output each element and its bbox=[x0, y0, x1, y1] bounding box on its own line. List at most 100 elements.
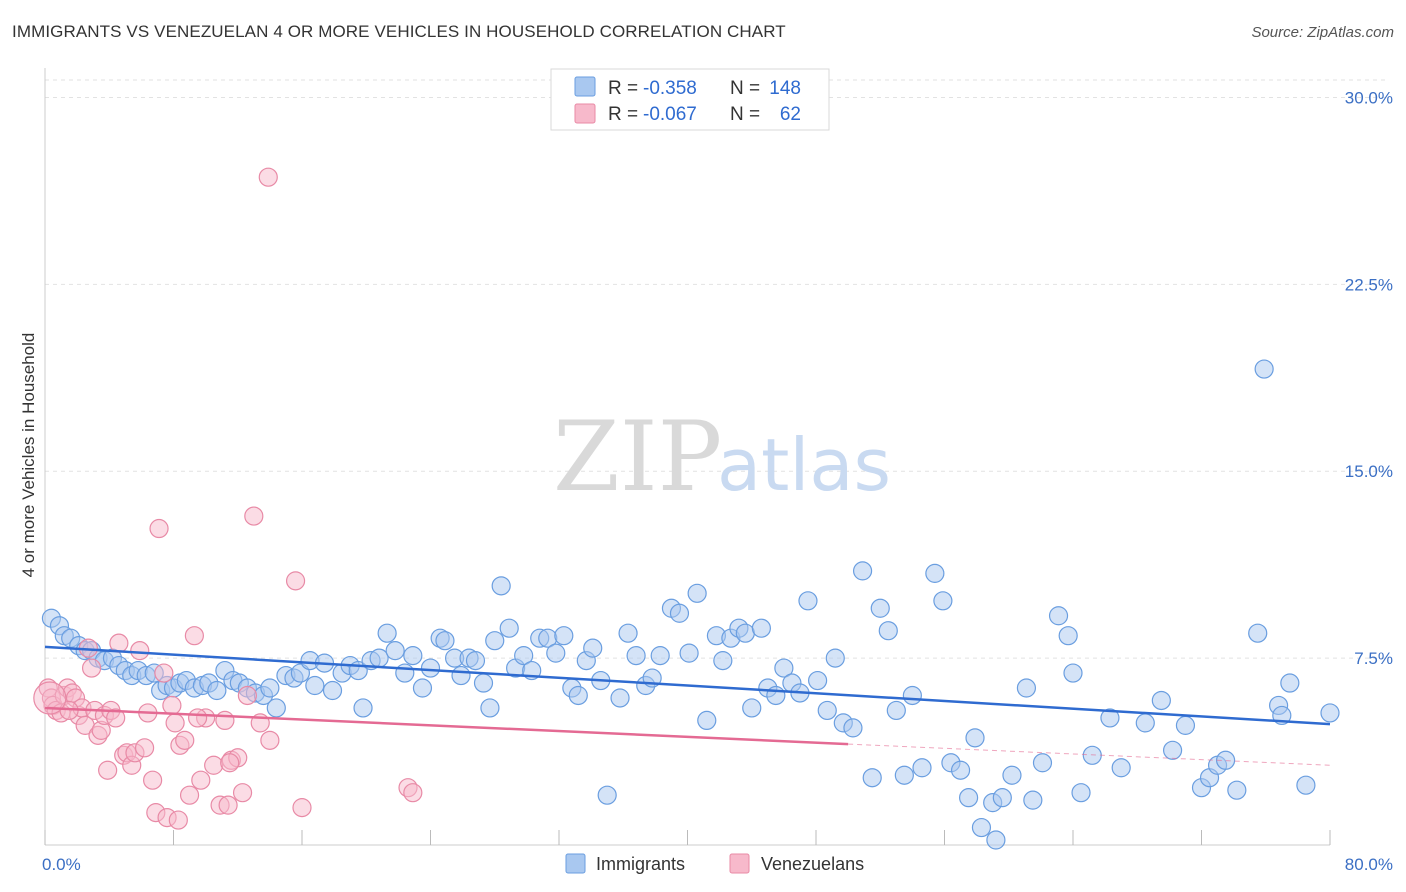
y-tick-label: 15.0% bbox=[1345, 462, 1393, 481]
y-tick-labels: 7.5% 15.0% 22.5% 30.0% bbox=[1345, 88, 1393, 668]
data-point bbox=[420, 658, 441, 678]
data-point bbox=[258, 167, 278, 187]
data-point bbox=[1215, 750, 1236, 770]
y-tick-label: 30.0% bbox=[1345, 88, 1393, 107]
data-point bbox=[958, 788, 979, 808]
data-point bbox=[220, 753, 240, 773]
data-point bbox=[1320, 703, 1340, 723]
data-point bbox=[626, 646, 646, 666]
data-point bbox=[925, 563, 945, 583]
data-point bbox=[597, 785, 617, 805]
data-point bbox=[1254, 359, 1274, 379]
data-point bbox=[218, 795, 238, 815]
data-point bbox=[244, 506, 264, 526]
data-point bbox=[862, 768, 882, 788]
data-point bbox=[412, 678, 433, 698]
x-tick-labels: 0.0% 80.0% bbox=[42, 855, 1393, 874]
data-point bbox=[353, 698, 373, 718]
watermark: ZIP atlas bbox=[553, 401, 891, 513]
data-point bbox=[1100, 708, 1120, 728]
data-point bbox=[106, 708, 126, 728]
data-point bbox=[902, 685, 922, 706]
legend-r-value: -0.067 bbox=[643, 104, 697, 125]
data-point bbox=[514, 646, 534, 666]
legend-label-immigrants: Immigrants bbox=[596, 854, 685, 874]
legend-swatch-immigrants bbox=[574, 76, 596, 97]
legend-label-venezuelans: Venezuelans bbox=[761, 854, 864, 874]
data-point bbox=[878, 621, 898, 641]
legend-r-label: R = bbox=[608, 104, 638, 125]
grid-lines bbox=[45, 79, 1385, 659]
data-point bbox=[1151, 690, 1171, 711]
legend-r-value: -0.358 bbox=[643, 78, 697, 99]
data-point bbox=[1135, 713, 1155, 733]
data-point bbox=[485, 631, 505, 651]
data-point bbox=[679, 643, 699, 663]
data-point bbox=[1032, 753, 1053, 773]
legend-row-venezuelans: R = -0.067 N = 62 bbox=[574, 103, 801, 125]
data-point bbox=[774, 658, 794, 678]
data-point bbox=[266, 698, 286, 718]
data-point bbox=[886, 700, 906, 721]
data-point bbox=[1063, 663, 1083, 683]
x-tick-label: 80.0% bbox=[1345, 855, 1393, 874]
data-point bbox=[1175, 715, 1196, 735]
data-point bbox=[1227, 780, 1247, 800]
data-point bbox=[713, 651, 733, 671]
data-point bbox=[808, 670, 828, 691]
data-point bbox=[1280, 673, 1300, 693]
data-point bbox=[322, 680, 343, 701]
data-point bbox=[204, 755, 224, 775]
data-point bbox=[546, 643, 566, 663]
data-point bbox=[583, 638, 603, 658]
data-point bbox=[499, 618, 519, 638]
data-point bbox=[1111, 758, 1131, 778]
trend-lines bbox=[44, 645, 1331, 766]
data-point bbox=[687, 583, 707, 603]
data-point bbox=[697, 710, 717, 731]
data-point bbox=[1071, 783, 1091, 803]
data-point-cluster bbox=[33, 681, 67, 715]
data-point bbox=[1162, 740, 1183, 760]
data-point bbox=[650, 646, 670, 666]
data-point bbox=[491, 576, 511, 596]
data-point bbox=[669, 603, 690, 623]
data-point bbox=[175, 730, 195, 750]
data-point bbox=[825, 648, 845, 668]
data-point bbox=[817, 700, 837, 721]
data-point bbox=[385, 641, 405, 661]
data-point bbox=[618, 623, 638, 643]
data-point bbox=[191, 770, 211, 790]
trend-line-immigrants bbox=[44, 645, 1331, 726]
data-point bbox=[1048, 606, 1069, 626]
data-point bbox=[912, 758, 932, 778]
data-point bbox=[950, 760, 971, 780]
data-point bbox=[81, 658, 102, 678]
data-point bbox=[369, 648, 389, 668]
y-axis-label: 4 or more Vehicles in Household bbox=[19, 333, 38, 578]
data-point bbox=[751, 618, 771, 638]
data-point bbox=[184, 626, 204, 646]
legend-box bbox=[550, 68, 830, 131]
data-point bbox=[154, 663, 174, 683]
data-point bbox=[933, 591, 953, 611]
data-point bbox=[971, 817, 992, 838]
y-tick-label: 7.5% bbox=[1354, 649, 1393, 668]
data-point bbox=[149, 518, 169, 539]
data-point bbox=[992, 788, 1012, 808]
data-point bbox=[451, 665, 471, 686]
legend-swatch-venezuelans bbox=[729, 853, 750, 874]
data-point bbox=[260, 678, 280, 698]
data-point bbox=[480, 698, 500, 718]
data-point bbox=[187, 708, 208, 728]
data-point bbox=[130, 641, 150, 661]
data-point bbox=[1002, 765, 1022, 785]
watermark-atlas: atlas bbox=[717, 423, 891, 507]
series-venezuelans bbox=[38, 167, 423, 830]
data-point bbox=[986, 830, 1006, 850]
data-point bbox=[894, 765, 914, 785]
data-point bbox=[798, 591, 818, 611]
data-point bbox=[1248, 623, 1268, 643]
data-point bbox=[568, 685, 588, 706]
